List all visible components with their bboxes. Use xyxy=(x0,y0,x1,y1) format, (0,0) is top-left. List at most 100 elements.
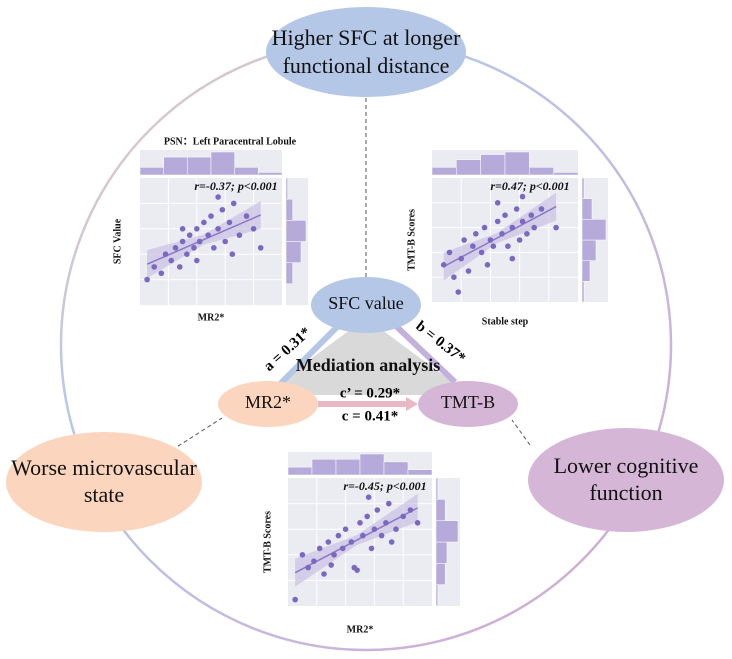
hist-bar xyxy=(581,239,597,261)
scatter-point xyxy=(383,520,389,526)
scatter-point xyxy=(368,545,375,552)
mediation-triangle xyxy=(262,318,470,395)
scatter-point xyxy=(328,562,335,568)
scatter-point xyxy=(243,213,250,219)
hist-bar xyxy=(431,167,457,176)
mediation-title: Mediation analysis xyxy=(296,355,441,375)
hist-bar xyxy=(359,453,385,476)
effect-label: c = 0.41* xyxy=(342,408,398,424)
scatter-point xyxy=(461,237,467,243)
hist-bar xyxy=(581,219,607,241)
scatter-point xyxy=(371,526,378,532)
scatter-point xyxy=(201,219,207,226)
hist-bar xyxy=(383,461,409,476)
node-label: Lower cognitive xyxy=(554,453,699,478)
node-label: SFC value xyxy=(328,293,404,313)
scatter-point xyxy=(528,212,535,218)
scatter-point xyxy=(484,262,491,268)
scatter-point xyxy=(342,526,349,532)
scatter-point xyxy=(222,238,228,245)
scatter-point xyxy=(473,231,479,237)
hist-bar xyxy=(581,260,591,282)
right-node xyxy=(528,428,724,532)
path-b xyxy=(393,323,458,385)
hist-bar xyxy=(407,469,433,476)
scatter-point xyxy=(179,226,186,232)
predictor-node xyxy=(218,381,318,427)
scatter-point xyxy=(339,545,346,552)
scatter-point xyxy=(229,251,236,257)
plot-title: PSN：Left Paracentral Lobule xyxy=(164,136,297,147)
scatter-point xyxy=(162,251,169,257)
hist-bar xyxy=(504,151,530,176)
scatter-point xyxy=(407,507,414,513)
scatter-point xyxy=(208,213,214,219)
scatter-point xyxy=(365,494,372,501)
scatter-point xyxy=(316,545,323,552)
node-label: MR2* xyxy=(245,392,291,412)
hist-bar xyxy=(480,154,506,176)
hist-bar xyxy=(435,541,448,564)
y-axis-label: TMT-B Scores xyxy=(406,209,417,271)
scatter-point xyxy=(378,532,385,539)
scatter-point xyxy=(478,249,485,256)
scatter-point xyxy=(364,513,371,520)
hist-bar xyxy=(435,584,439,607)
scatter-point xyxy=(226,219,233,226)
scatter-point xyxy=(458,255,465,262)
scatter-point xyxy=(446,249,453,256)
hist-bar xyxy=(210,151,235,176)
node-label: functional distance xyxy=(283,53,450,78)
scatter-point xyxy=(440,262,447,268)
scatter-point xyxy=(499,231,505,237)
scatter-point xyxy=(531,224,537,231)
scatter-point xyxy=(354,567,360,573)
left-node xyxy=(6,432,202,532)
scatter-point xyxy=(325,539,332,545)
scatter-point xyxy=(215,194,221,200)
scatter-point xyxy=(393,526,399,532)
scatter-point xyxy=(374,507,381,513)
scatter-point xyxy=(465,268,472,274)
hist-bar xyxy=(435,499,446,521)
hist-bar xyxy=(287,466,313,476)
hist-bar xyxy=(285,198,293,221)
scatter-point xyxy=(386,500,392,507)
scatter-point xyxy=(211,245,217,251)
node-label: TMT-B xyxy=(441,392,495,412)
scatter-point xyxy=(158,270,165,277)
scatter-point xyxy=(414,520,421,526)
scatter-point xyxy=(191,245,197,251)
node-label: state xyxy=(84,482,124,507)
effect-label: c’ = 0.29* xyxy=(340,385,400,401)
scatter-point xyxy=(400,513,407,520)
hist-bar xyxy=(435,477,439,500)
hist-bar xyxy=(285,220,307,242)
scatter-point xyxy=(250,226,257,232)
scatter-point xyxy=(455,289,462,295)
scatter-point xyxy=(553,224,559,231)
scatter-point xyxy=(509,224,516,231)
plot-stats: r=-0.45; p<0.001 xyxy=(343,479,426,493)
scatter-point xyxy=(321,571,327,577)
top-node xyxy=(266,7,466,97)
scatter-point xyxy=(335,532,342,539)
hist-bar xyxy=(435,563,446,585)
node-label: function xyxy=(589,480,662,505)
scatter-point xyxy=(196,238,203,245)
scatter-point xyxy=(494,200,501,206)
scatter-point xyxy=(451,274,457,281)
hist-bar xyxy=(163,156,188,176)
scatter-point xyxy=(194,257,200,264)
scatter-point xyxy=(490,243,497,249)
scatter-point xyxy=(144,276,150,283)
hist-bar xyxy=(139,167,164,176)
scatter-point xyxy=(505,243,511,249)
scatter-point xyxy=(305,564,311,571)
scatter-point xyxy=(524,231,530,237)
scatter-point xyxy=(519,193,526,200)
scatter-point xyxy=(516,237,523,243)
scatter-point xyxy=(331,552,337,558)
scatter-point xyxy=(179,238,186,245)
scatter-point xyxy=(360,532,366,539)
